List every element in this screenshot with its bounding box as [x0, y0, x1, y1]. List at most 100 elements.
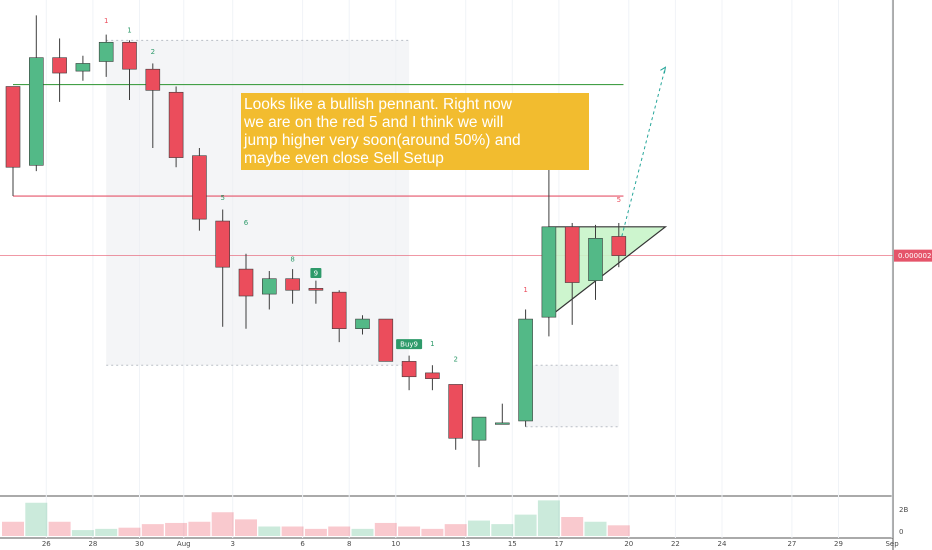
candle-body-up	[541, 226, 557, 318]
candle-body-down	[331, 291, 347, 329]
volume-bar	[561, 517, 584, 536]
count-label: 6	[244, 219, 249, 227]
volume-bar	[514, 514, 537, 536]
volume-bar	[141, 524, 164, 536]
volume-bar	[351, 528, 374, 536]
candle-body-down	[52, 57, 67, 74]
time-axis[interactable]: 26 28 30 Aug 3 6 8 10 13 15 17 20 22 24 27 29 Sep	[42, 540, 899, 548]
badge-background	[396, 339, 423, 350]
time-tick-label: Sep	[885, 540, 899, 548]
last-price-badge	[894, 249, 932, 262]
sequential-counts: 1 1 2 5 6 8 1 2 1 5	[104, 17, 621, 363]
candle	[541, 167, 557, 337]
volume-bar	[235, 519, 257, 536]
volume-bar	[584, 521, 607, 536]
last-price-label: 0.00000212	[898, 252, 932, 260]
candle	[28, 15, 44, 172]
volume-bar	[118, 527, 141, 536]
count-label: 2	[151, 48, 155, 56]
candle-body-down	[238, 268, 254, 297]
volume-bars	[2, 500, 630, 536]
candle-body-up	[588, 238, 603, 281]
volume-bar	[374, 522, 397, 536]
time-tick-label: 13	[461, 540, 470, 548]
candle-body-up	[98, 41, 114, 62]
count-label: 5	[617, 196, 621, 204]
candle	[471, 416, 487, 468]
time-tick-label: Aug	[177, 540, 191, 548]
candle	[378, 318, 394, 362]
volume-bar	[398, 526, 421, 536]
time-tick-label: 15	[508, 540, 517, 548]
volume-bar	[328, 526, 351, 536]
candle	[285, 269, 300, 304]
count-label: 1	[127, 27, 131, 35]
count-label: 1	[104, 17, 108, 25]
candle	[401, 355, 417, 391]
candle	[611, 222, 627, 268]
price-axis[interactable]: 0.000003400.000003300.000003200.00000310…	[893, 0, 932, 536]
badge-background	[310, 267, 322, 278]
candle	[588, 224, 603, 300]
volume-bar	[537, 500, 560, 536]
count-label: 2	[453, 355, 457, 363]
candle-body-down	[192, 155, 207, 220]
count-label: 1	[430, 340, 434, 348]
candle	[52, 38, 67, 102]
candle-body-down	[285, 278, 300, 291]
time-tick-label: 28	[88, 540, 97, 548]
volume-bar	[25, 502, 48, 536]
projection-arrowhead	[660, 66, 667, 74]
volume-bar	[188, 521, 211, 536]
volume-bar	[48, 521, 71, 536]
candle	[122, 40, 137, 100]
candle-body-down	[378, 318, 394, 362]
candle	[308, 280, 324, 304]
time-tick-label: 22	[671, 540, 680, 548]
volume-tick-label: 0	[899, 528, 903, 536]
time-tick-label: 26	[42, 540, 51, 548]
volume-bar	[468, 520, 490, 536]
annotation-note[interactable]: Looks like a bullish pennant. Right now …	[241, 93, 589, 170]
count-label: 1	[523, 286, 527, 294]
badge-label: 9	[314, 269, 318, 277]
volume-bar	[165, 522, 188, 536]
time-tick-label: 17	[554, 540, 563, 548]
candle	[331, 290, 347, 343]
time-tick-label: 30	[135, 540, 144, 548]
volume-bar	[304, 528, 327, 536]
candle-body-down	[401, 361, 417, 378]
time-tick-label: 6	[300, 540, 305, 548]
setup-range-shade	[525, 365, 619, 427]
count-label: 5	[220, 194, 224, 202]
time-tick-label: 27	[787, 540, 796, 548]
candle	[145, 63, 161, 149]
candles	[5, 15, 627, 468]
candle-body-up	[494, 422, 510, 425]
count-label: 8	[290, 255, 294, 263]
volume-bar	[491, 524, 514, 536]
candle	[75, 55, 91, 81]
candle-body-down	[308, 288, 324, 291]
time-tick-label: 29	[834, 540, 843, 548]
candle	[168, 86, 184, 168]
candle	[261, 271, 277, 310]
annotation-line-4: maybe even close Sell Setup	[244, 150, 444, 167]
candle	[448, 384, 464, 450]
volume-bar	[281, 526, 304, 536]
annotation-line-2: we are on the red 5 and I think we will	[243, 114, 503, 131]
candle-body-down	[5, 86, 21, 168]
time-tick-label: 10	[391, 540, 400, 548]
annotation-line-3: jump higher very soon(around 50%) and	[243, 132, 521, 149]
candle	[494, 403, 510, 425]
candle	[192, 148, 207, 231]
level-lines	[0, 83, 893, 257]
candle-body-up	[518, 318, 533, 422]
annotation-line-1: Looks like a bullish pennant. Right now	[244, 96, 513, 113]
candle-body-down	[611, 236, 627, 256]
volume-bar	[2, 521, 24, 536]
candle	[518, 309, 533, 427]
candle-body-down	[145, 68, 161, 91]
candle	[355, 315, 370, 335]
